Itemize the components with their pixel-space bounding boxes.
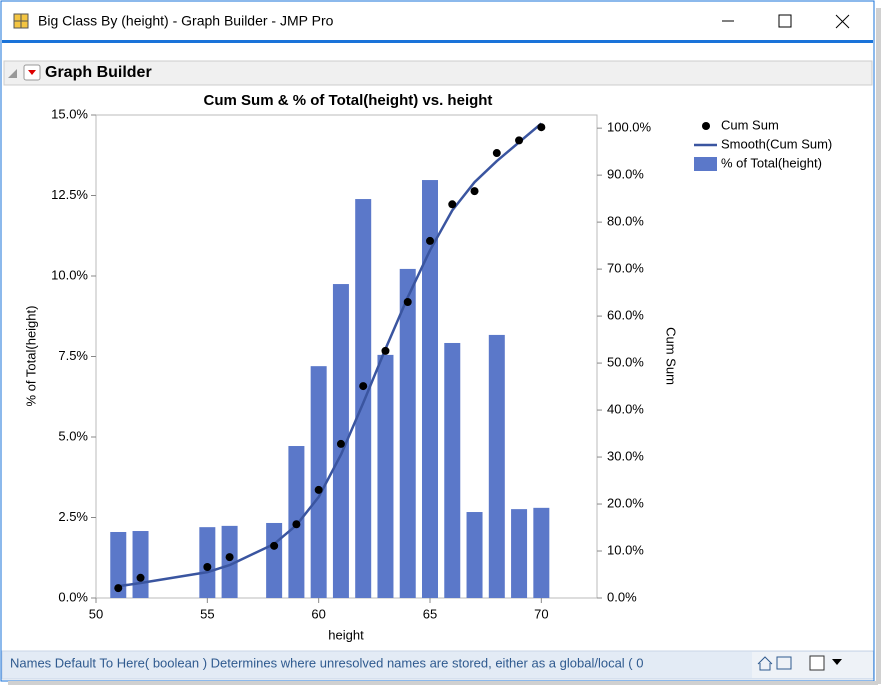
bar — [110, 531, 127, 598]
y2-tick-label: 80.0% — [607, 214, 644, 229]
point — [470, 187, 479, 196]
app-icon — [13, 13, 29, 29]
bar — [132, 531, 149, 598]
status-text: Names Default To Here( boolean ) Determi… — [10, 655, 643, 670]
y2-tick-label: 60.0% — [607, 308, 644, 323]
y2-tick-label: 0.0% — [607, 589, 637, 604]
y-tick-label: 2.5% — [58, 509, 88, 524]
legend-swatch — [694, 157, 717, 171]
bar — [399, 268, 416, 598]
point — [336, 439, 345, 448]
status-bar — [1, 650, 874, 680]
maximize-button[interactable] — [778, 14, 792, 28]
x-tick-label: 65 — [423, 606, 437, 621]
y2-tick-label: 40.0% — [607, 401, 644, 416]
x-tick-label: 70 — [534, 606, 548, 621]
point — [203, 562, 212, 571]
x-axis-title: height — [328, 627, 364, 642]
point — [515, 136, 524, 145]
bar — [377, 354, 394, 598]
y-axis-title: % of Total(height) — [23, 306, 38, 407]
y2-tick-label: 30.0% — [607, 448, 644, 463]
point — [314, 485, 323, 494]
bar — [488, 334, 505, 598]
y2-tick-label: 90.0% — [607, 167, 644, 182]
window-list-icon[interactable] — [776, 656, 792, 670]
point — [381, 346, 390, 355]
y2-tick-label: 70.0% — [607, 261, 644, 276]
legend-label: % of Total(height) — [721, 155, 822, 170]
disclosure-icon[interactable] — [8, 69, 17, 78]
y-tick-label: 12.5% — [51, 187, 88, 202]
legend-label: Cum Sum — [721, 117, 779, 132]
x-tick-label: 50 — [89, 606, 103, 621]
bar — [310, 366, 327, 598]
title-border — [2, 40, 873, 43]
bar — [199, 527, 216, 598]
shadow — [8, 681, 878, 685]
y2-tick-label: 10.0% — [607, 542, 644, 557]
point — [537, 123, 546, 132]
y-tick-label: 0.0% — [58, 589, 88, 604]
y-tick-label: 15.0% — [51, 106, 88, 121]
dropdown-arrow[interactable] — [832, 659, 842, 665]
chart-title: Cum Sum & % of Total(height) vs. height — [204, 92, 493, 109]
red-triangle — [28, 70, 36, 75]
outline-header — [3, 60, 873, 86]
legend-point — [702, 122, 710, 130]
bar — [466, 512, 483, 598]
y2-tick-label: 50.0% — [607, 355, 644, 370]
home-icon[interactable] — [757, 656, 773, 671]
y-tick-label: 5.0% — [58, 428, 88, 443]
window-title: Big Class By (height) - Graph Builder - … — [38, 13, 334, 29]
x-tick-label: 60 — [311, 606, 325, 621]
legend-label: Smooth(Cum Sum) — [721, 136, 832, 151]
point — [136, 573, 145, 582]
bar — [266, 522, 283, 598]
point — [270, 541, 279, 550]
point — [114, 584, 123, 593]
point — [426, 236, 434, 245]
bar — [533, 507, 550, 598]
y2-tick-label: 100.0% — [607, 120, 652, 135]
shadow — [876, 8, 881, 684]
close-button[interactable] — [835, 14, 850, 29]
point — [359, 382, 368, 391]
panel-title: Graph Builder — [45, 64, 152, 81]
bar — [511, 509, 528, 598]
bar — [221, 525, 238, 598]
point — [492, 149, 501, 158]
point — [448, 200, 457, 209]
y2-axis-title: Cum Sum — [664, 327, 679, 385]
bar — [422, 180, 438, 598]
bar — [444, 342, 461, 598]
smooth-line — [118, 122, 543, 588]
x-tick-label: 55 — [200, 606, 214, 621]
color-box[interactable] — [809, 655, 825, 671]
y-tick-label: 7.5% — [58, 348, 88, 363]
y-tick-label: 10.0% — [51, 267, 88, 282]
point — [292, 520, 301, 529]
point — [403, 297, 412, 306]
bar — [355, 199, 372, 599]
y2-tick-label: 20.0% — [607, 495, 644, 510]
point — [225, 553, 234, 562]
